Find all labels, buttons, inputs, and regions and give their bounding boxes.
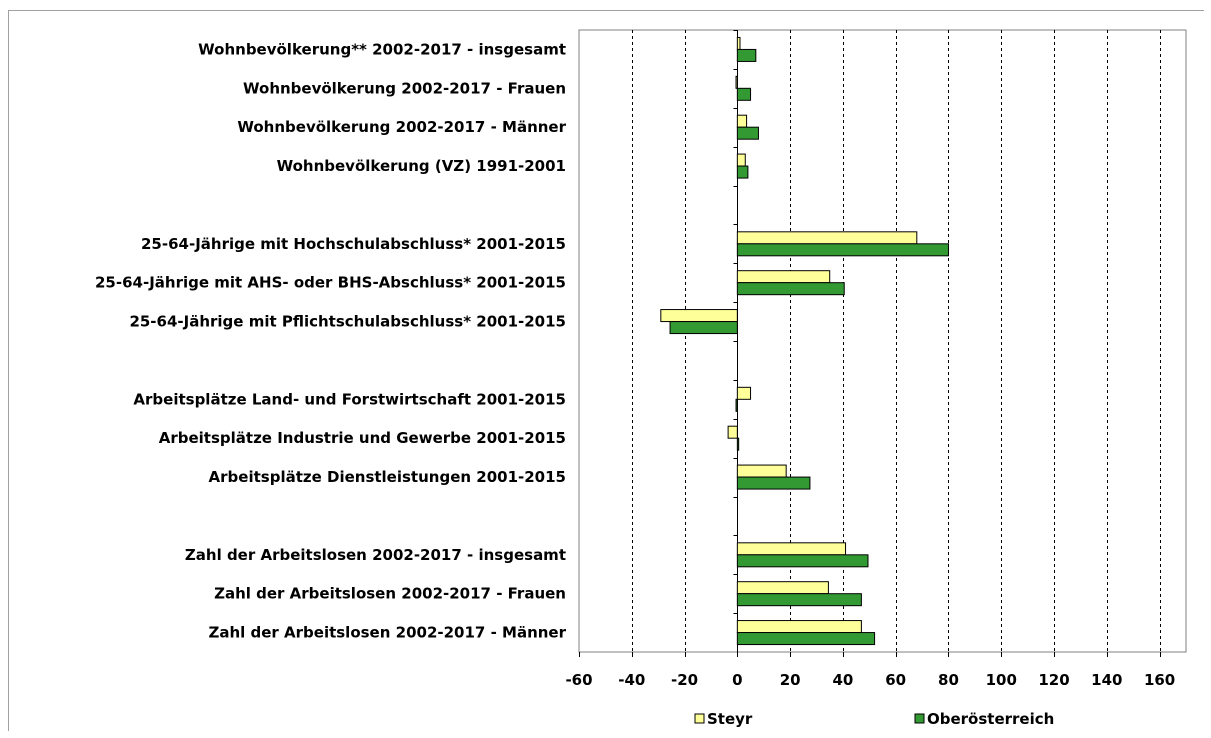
plot-area bbox=[578, 29, 1187, 653]
legend-label: Steyr bbox=[707, 710, 753, 728]
bar-oberoesterreich bbox=[736, 554, 869, 568]
x-tick-label: 60 bbox=[885, 671, 906, 689]
category-label: Wohnbevölkerung 2002-2017 - Frauen bbox=[243, 79, 566, 97]
bar-oberoesterreich bbox=[736, 87, 752, 101]
bar-steyr bbox=[736, 386, 752, 400]
x-tick-label: -60 bbox=[565, 671, 592, 689]
x-tick-label: -20 bbox=[671, 671, 698, 689]
category-label: Wohnbevölkerung** 2002-2017 - insgesamt bbox=[198, 40, 566, 58]
bar-steyr bbox=[736, 581, 829, 595]
bar-oberoesterreich bbox=[736, 48, 757, 62]
bar-oberoesterreich bbox=[736, 243, 949, 257]
bar-oberoesterreich bbox=[736, 126, 759, 140]
bar-oberoesterreich bbox=[735, 398, 738, 412]
bar-steyr bbox=[736, 114, 748, 128]
category-label: Arbeitsplätze Dienstleistungen 2001-2015 bbox=[209, 468, 566, 486]
bar-steyr bbox=[735, 75, 738, 89]
bar-steyr bbox=[736, 153, 746, 167]
bar-steyr bbox=[727, 425, 738, 439]
category-label: Zahl der Arbeitslosen 2002-2017 - insges… bbox=[185, 546, 566, 564]
x-tick-label: -40 bbox=[618, 671, 645, 689]
bar-steyr bbox=[736, 36, 741, 50]
category-label: Arbeitsplätze Land- und Forstwirtschaft … bbox=[133, 390, 566, 408]
bar-oberoesterreich bbox=[669, 321, 738, 335]
chart-frame bbox=[8, 10, 1204, 731]
legend-label: Oberösterreich bbox=[927, 710, 1054, 728]
category-label: 25-64-Jährige mit AHS- oder BHS-Abschlus… bbox=[95, 274, 566, 292]
category-label: Zahl der Arbeitslosen 2002-2017 - Männer bbox=[208, 624, 566, 642]
bar-oberoesterreich bbox=[736, 282, 845, 296]
category-label: Wohnbevölkerung (VZ) 1991-2001 bbox=[277, 157, 566, 175]
x-tick-label: 140 bbox=[1091, 671, 1122, 689]
legend-swatch bbox=[914, 713, 925, 724]
bar-steyr bbox=[736, 620, 862, 634]
legend-swatch bbox=[694, 713, 705, 724]
x-tick-label: 100 bbox=[986, 671, 1017, 689]
bar-steyr bbox=[736, 542, 847, 556]
bar-steyr bbox=[736, 464, 787, 478]
bar-oberoesterreich bbox=[736, 437, 740, 451]
category-label: Wohnbevölkerung 2002-2017 - Männer bbox=[237, 118, 566, 136]
x-tick-label: 80 bbox=[938, 671, 959, 689]
category-label: Arbeitsplätze Industrie und Gewerbe 2001… bbox=[159, 429, 566, 447]
category-label: Zahl der Arbeitslosen 2002-2017 - Frauen bbox=[214, 585, 566, 603]
category-label: 25-64-Jährige mit Pflichtschulabschluss*… bbox=[129, 313, 566, 331]
bar-oberoesterreich bbox=[736, 165, 749, 179]
bar-steyr bbox=[660, 309, 738, 323]
bar-oberoesterreich bbox=[736, 593, 862, 607]
x-tick-label: 20 bbox=[780, 671, 801, 689]
x-tick-label: 0 bbox=[732, 671, 742, 689]
x-tick-label: 40 bbox=[832, 671, 853, 689]
bar-oberoesterreich bbox=[736, 476, 811, 490]
x-tick-label: 160 bbox=[1144, 671, 1175, 689]
bar-oberoesterreich bbox=[736, 632, 876, 646]
x-tick-label: 120 bbox=[1038, 671, 1069, 689]
category-label: 25-64-Jährige mit Hochschulabschluss* 20… bbox=[141, 235, 566, 253]
bar-steyr bbox=[736, 231, 918, 245]
bar-steyr bbox=[736, 270, 831, 284]
